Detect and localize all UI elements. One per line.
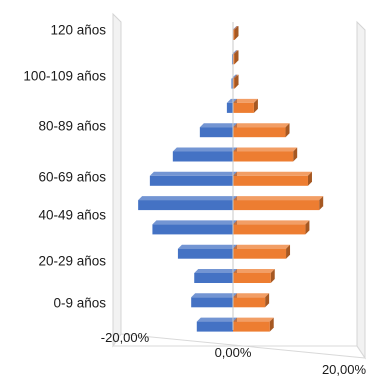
y-tick-label: 60-69 años	[38, 170, 106, 185]
bar-right-row-0	[233, 317, 274, 332]
bar-left-row-2	[194, 269, 237, 283]
y-tick-label: 80-89 años	[38, 119, 106, 134]
bar-right-row-9	[233, 98, 258, 113]
y-tick-label: 0-9 años	[53, 296, 106, 311]
right-wall	[356, 20, 366, 360]
bar-right-row-3	[233, 244, 291, 259]
y-tick-label: 20-29 años	[38, 254, 106, 269]
bar-left-row-5	[138, 196, 237, 211]
bar-left-row-6	[149, 171, 237, 186]
y-tick-label: 40-49 años	[38, 208, 106, 223]
x-tick-label: 20,00%	[322, 362, 367, 377]
bar-right-row-6	[233, 171, 312, 186]
y-tick-label: 120 años	[50, 23, 106, 38]
bar-right-row-2	[233, 269, 275, 283]
bar-left-row-4	[152, 220, 237, 235]
bar-left-row-8	[199, 123, 237, 138]
bar-left-row-1	[191, 293, 237, 308]
floor-outline	[112, 333, 367, 359]
bar-right-row-7	[233, 147, 298, 162]
x-tick-label: -20,00%	[101, 330, 150, 345]
y-tick-label: 100-109 años	[23, 69, 106, 84]
bar-right-row-11	[233, 50, 239, 65]
bar-right-row-10	[233, 74, 239, 89]
bar-right-row-4	[233, 220, 310, 235]
bar-left-row-0	[196, 317, 237, 332]
bar-right-row-8	[233, 123, 290, 138]
bar-right-row-1	[233, 293, 270, 308]
bar-left-row-3	[177, 244, 237, 259]
bar-left-row-7	[172, 147, 237, 162]
x-tick-label: 0,00%	[215, 345, 252, 360]
bar-right-row-12	[233, 26, 239, 40]
left-wall	[112, 12, 122, 348]
bar-right-row-5	[233, 196, 324, 211]
